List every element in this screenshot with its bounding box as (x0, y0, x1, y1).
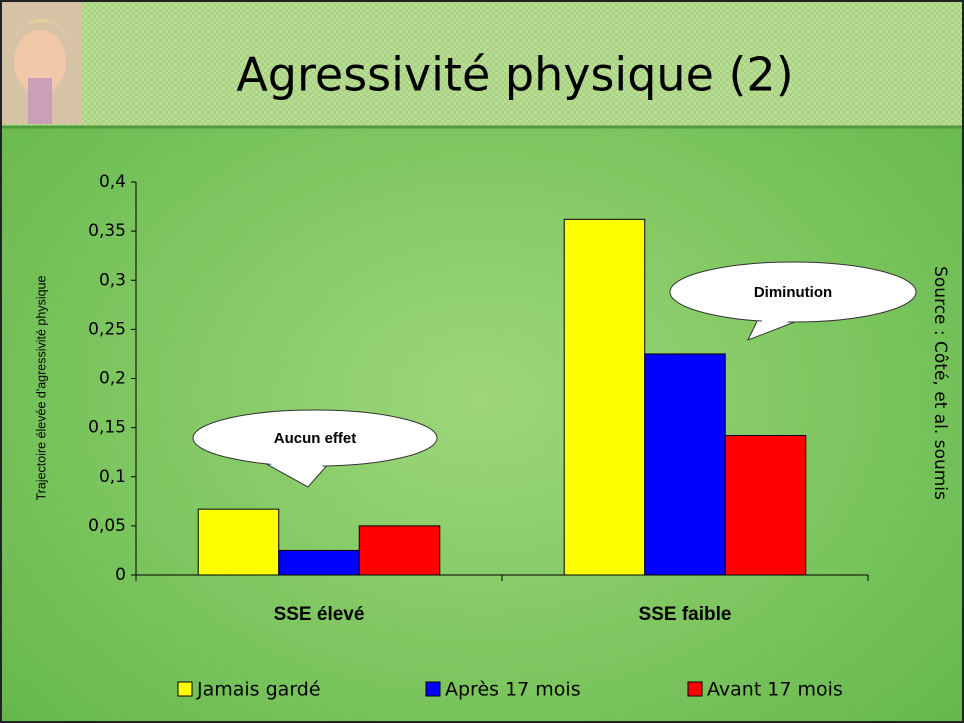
callout: Aucun effet (192, 409, 438, 488)
bar (358, 525, 441, 576)
y-tick-label: 0,35 (88, 221, 126, 241)
plot: 0 0,05 0,1 0,15 0,2 0,25 0,3 0,35 0,4 SSE élevé SS… (88, 172, 869, 625)
bar (724, 434, 807, 576)
y-tick-label: 0,3 (99, 270, 126, 290)
y-tick-label: 0,05 (88, 516, 126, 536)
title-band (0, 0, 964, 127)
photo (0, 0, 82, 124)
y-tick-label: 0 (115, 565, 126, 585)
bar (563, 218, 646, 576)
y-tick-label: 0,1 (99, 467, 126, 487)
y-tick-label: 0,25 (88, 319, 126, 339)
y-tick-label: 0,2 (99, 369, 126, 389)
y-axis-label: Trajectoire élevée d'agressivité physiqu… (34, 275, 48, 500)
legend-swatch (687, 681, 703, 697)
bar (197, 508, 280, 576)
slide-title: Agressivité physique (2) (236, 48, 793, 102)
legend-label: Avant 17 mois (707, 679, 843, 701)
legend-swatch (425, 681, 441, 697)
x-tick-label: SSE élevé (274, 604, 365, 625)
y-tick-label: 0,15 (88, 418, 126, 438)
legend-swatch (177, 681, 193, 697)
x-tick-label: SSE faible (639, 604, 732, 625)
y-tick-label: 0,4 (99, 172, 126, 192)
callout: Diminution (669, 261, 917, 341)
legend-label: Jamais gardé (196, 679, 321, 701)
annotation: Diminution (754, 284, 832, 301)
source: Source : Côté, et al. soumis (930, 266, 950, 500)
legend-label: Après 17 mois (445, 679, 581, 701)
bar (278, 549, 360, 576)
annotation: Aucun effet (274, 430, 357, 447)
bar (644, 353, 726, 576)
